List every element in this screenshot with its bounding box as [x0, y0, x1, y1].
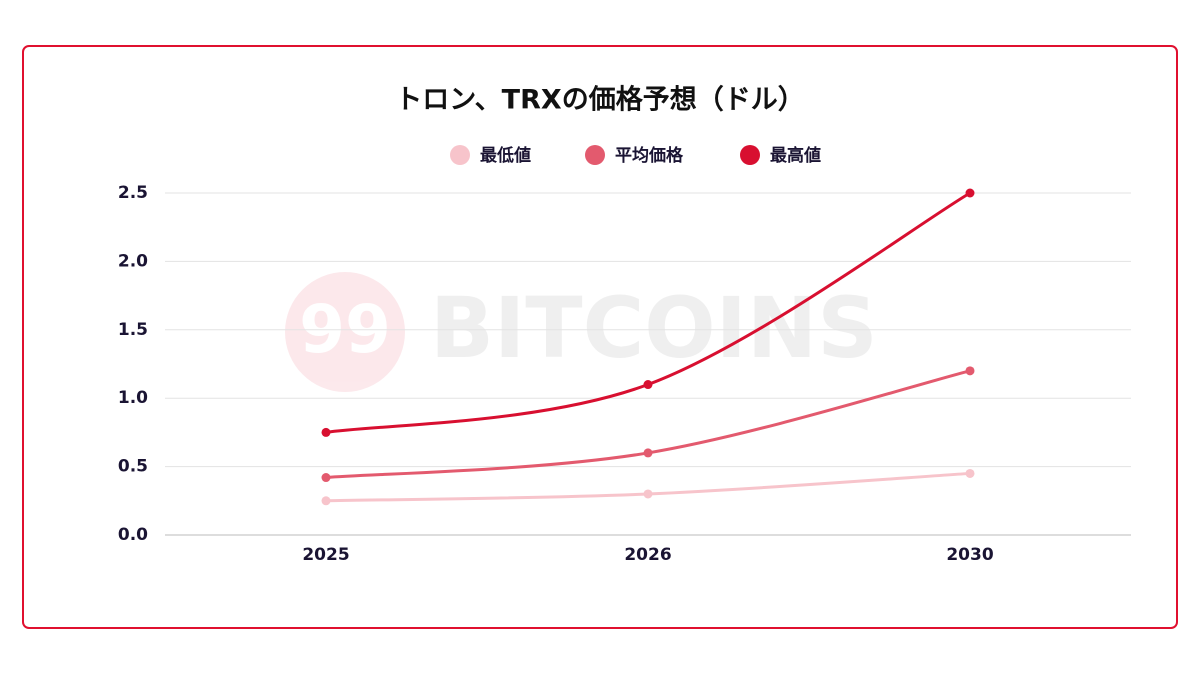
data-point — [965, 366, 975, 376]
data-point — [321, 427, 331, 437]
legend-label: 最高値 — [770, 145, 821, 166]
watermark: 99 BITCOINS — [285, 272, 878, 392]
y-tick-label: 0.5 — [118, 457, 148, 477]
data-point — [965, 188, 975, 198]
y-tick-label: 1.5 — [118, 320, 148, 340]
legend-swatch — [585, 145, 605, 165]
data-point — [321, 496, 331, 506]
y-tick-label: 2.5 — [118, 183, 148, 203]
y-tick-label: 2.0 — [118, 251, 148, 271]
data-point — [965, 468, 975, 478]
x-tick-label: 2025 — [302, 545, 349, 565]
legend-swatch — [450, 145, 470, 165]
chart-title: トロン、TRXの価格予想（ドル） — [395, 85, 804, 116]
watermark-text: BITCOINS — [430, 279, 878, 377]
legend-label: 最低値 — [480, 145, 531, 166]
data-point — [643, 380, 653, 390]
x-tick-label: 2026 — [624, 545, 671, 565]
data-point — [643, 448, 653, 458]
data-point — [643, 489, 653, 499]
x-tick-label: 2030 — [946, 545, 993, 565]
y-tick-label: 1.0 — [118, 388, 148, 408]
frame — [22, 45, 1178, 629]
watermark-logo-bg — [285, 272, 405, 392]
legend-label: 平均価格 — [615, 145, 684, 166]
legend-swatch — [740, 145, 760, 165]
y-tick-label: 0.0 — [118, 525, 148, 545]
data-point — [321, 473, 331, 483]
